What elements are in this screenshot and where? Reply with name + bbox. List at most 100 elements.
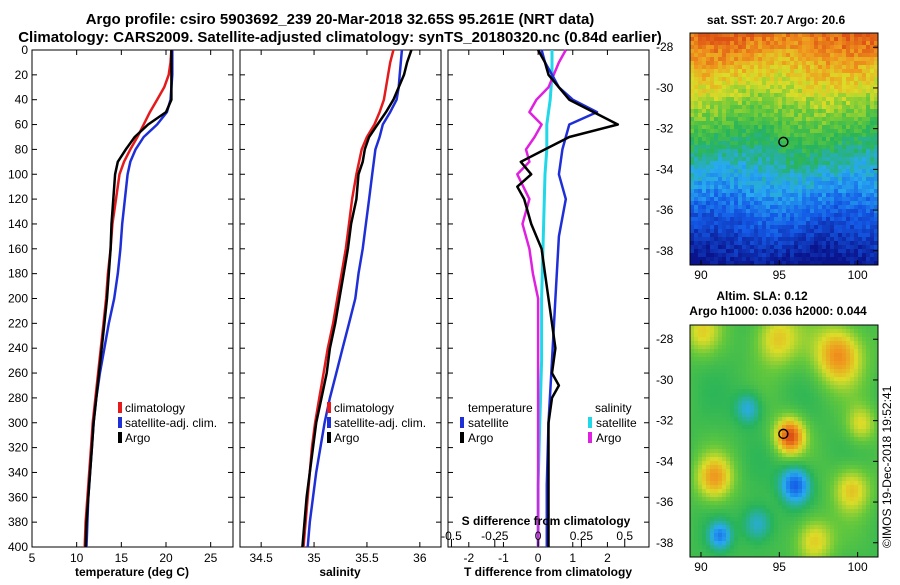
map-cell bbox=[854, 89, 858, 93]
map-cell bbox=[738, 421, 742, 425]
map-cell bbox=[870, 121, 874, 125]
map-cell bbox=[710, 161, 714, 165]
map-cell bbox=[798, 133, 802, 137]
map-cell bbox=[830, 409, 834, 413]
map-cell bbox=[778, 345, 782, 349]
map-cell bbox=[798, 229, 802, 233]
map-cell bbox=[810, 37, 814, 41]
map-cell bbox=[790, 161, 794, 165]
map-cell bbox=[850, 197, 854, 201]
map-cell bbox=[702, 165, 706, 169]
map-cell bbox=[790, 329, 794, 333]
sla-map-title-1: Altim. SLA: 0.12 bbox=[716, 289, 808, 303]
map-cell bbox=[826, 149, 830, 153]
map-cell bbox=[742, 257, 746, 261]
map-cell bbox=[750, 441, 754, 445]
map-cell bbox=[698, 349, 702, 353]
map-cell bbox=[750, 81, 754, 85]
map-cell bbox=[746, 365, 750, 369]
map-cell bbox=[714, 373, 718, 377]
map-cell bbox=[698, 369, 702, 373]
map-cell bbox=[782, 173, 786, 177]
map-cell bbox=[866, 381, 870, 385]
map-cell bbox=[758, 33, 762, 37]
map-cell bbox=[778, 461, 782, 465]
map-cell bbox=[862, 245, 866, 249]
map-cell bbox=[850, 61, 854, 65]
map-cell bbox=[734, 333, 738, 337]
map-cell bbox=[750, 137, 754, 141]
map-cell bbox=[698, 405, 702, 409]
map-cell bbox=[730, 89, 734, 93]
map-cell bbox=[782, 341, 786, 345]
map-cell bbox=[706, 241, 710, 245]
map-cell bbox=[734, 57, 738, 61]
map-cell bbox=[754, 409, 758, 413]
map-cell bbox=[758, 61, 762, 65]
map-cell bbox=[778, 153, 782, 157]
map-cell bbox=[870, 77, 874, 81]
map-cell bbox=[694, 105, 698, 109]
map-cell bbox=[818, 421, 822, 425]
map-cell bbox=[794, 89, 798, 93]
map-cell bbox=[806, 465, 810, 469]
map-cell bbox=[718, 421, 722, 425]
map-cell bbox=[806, 77, 810, 81]
map-cell bbox=[794, 97, 798, 101]
map-cell bbox=[738, 185, 742, 189]
map-cell bbox=[770, 37, 774, 41]
map-cell bbox=[842, 153, 846, 157]
map-cell bbox=[810, 185, 814, 189]
map-cell bbox=[734, 489, 738, 493]
map-cell bbox=[834, 213, 838, 217]
map-cell bbox=[766, 217, 770, 221]
map-cell bbox=[730, 45, 734, 49]
map-cell bbox=[750, 89, 754, 93]
map-cell bbox=[766, 37, 770, 41]
map-cell bbox=[718, 205, 722, 209]
map-cell bbox=[718, 61, 722, 65]
map-cell bbox=[834, 345, 838, 349]
map-cell bbox=[702, 69, 706, 73]
map-cell bbox=[798, 357, 802, 361]
map-cell bbox=[842, 177, 846, 181]
map-cell bbox=[782, 33, 786, 37]
map-cell bbox=[862, 81, 866, 85]
map-cell bbox=[742, 77, 746, 81]
map-cell bbox=[866, 177, 870, 181]
map-cell bbox=[746, 341, 750, 345]
map-cell bbox=[690, 121, 694, 125]
map-cell bbox=[786, 157, 790, 161]
map-cell bbox=[734, 353, 738, 357]
map-cell bbox=[770, 377, 774, 381]
map-cell bbox=[710, 329, 714, 333]
map-cell bbox=[870, 117, 874, 121]
map-cell bbox=[794, 361, 798, 365]
map-cell bbox=[846, 73, 850, 77]
map-cell bbox=[734, 381, 738, 385]
map-cell bbox=[842, 237, 846, 241]
map-cell bbox=[702, 381, 706, 385]
map-cell bbox=[702, 121, 706, 125]
map-cell bbox=[762, 477, 766, 481]
map-cell bbox=[826, 469, 830, 473]
map-cell bbox=[754, 69, 758, 73]
map-cell bbox=[866, 421, 870, 425]
depth-tick-label: 160 bbox=[8, 242, 28, 256]
map-cell bbox=[854, 221, 858, 225]
sst-map-title: sat. SST: 20.7 Argo: 20.6 bbox=[707, 13, 846, 27]
map-cell bbox=[786, 121, 790, 125]
map-cell bbox=[706, 345, 710, 349]
map-cell bbox=[834, 117, 838, 121]
map-cell bbox=[822, 429, 826, 433]
map-cell bbox=[774, 137, 778, 141]
map-cell bbox=[810, 449, 814, 453]
map-cell bbox=[854, 229, 858, 233]
map-cell bbox=[706, 93, 710, 97]
map-cell bbox=[790, 405, 794, 409]
map-cell bbox=[694, 125, 698, 129]
map-cell bbox=[694, 393, 698, 397]
map-cell bbox=[786, 169, 790, 173]
map-cell bbox=[806, 133, 810, 137]
map-cell bbox=[770, 181, 774, 185]
